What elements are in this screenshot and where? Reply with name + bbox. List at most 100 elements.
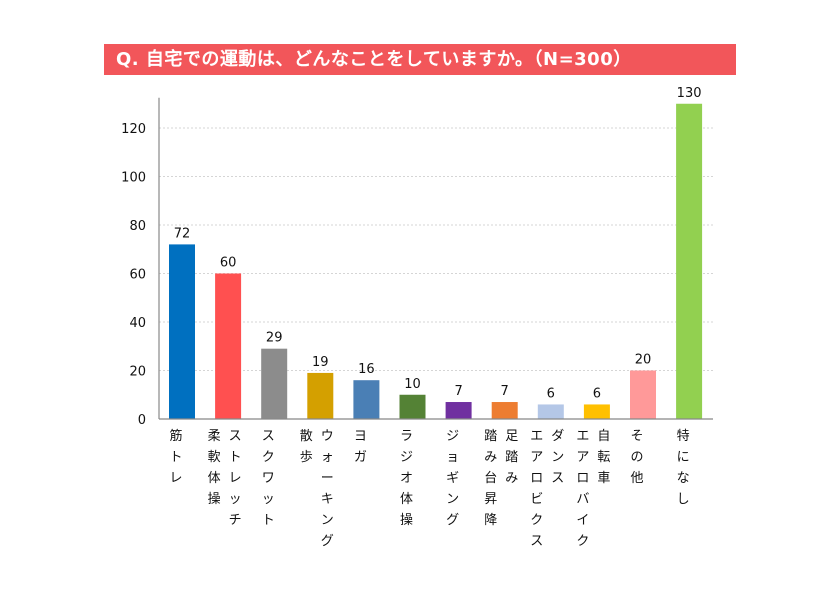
bar	[445, 402, 472, 419]
category-label-char: そ	[630, 429, 643, 444]
bar	[399, 394, 426, 419]
category-label-char: 足	[505, 429, 518, 444]
y-tick-label: 60	[129, 268, 146, 283]
category-label-char: ク	[530, 513, 543, 528]
category-label-char: ト	[229, 450, 242, 465]
category-label-char: グ	[446, 513, 459, 528]
y-tick-label: 20	[129, 365, 146, 380]
category-label-char: グ	[321, 534, 334, 549]
gridlines	[159, 127, 713, 371]
category-label-char: 歩	[300, 450, 313, 465]
category-label-char: エ	[530, 429, 543, 444]
bar	[583, 404, 610, 419]
category-label: 筋トレ	[169, 428, 182, 486]
chart-title: Q. 自宅での運動は、どんなことをしていますか。（N=300）	[104, 44, 736, 75]
category-label-char: 降	[484, 513, 497, 528]
category-labels: 筋トレ柔軟体操ストレッチスクワット散歩ウォーキングヨガラジオ体操ジョギング踏み台…	[169, 428, 689, 549]
data-label: 20	[635, 353, 652, 368]
category-label-char: ギ	[446, 471, 459, 486]
data-label: 29	[266, 331, 283, 346]
category-label-char: ク	[576, 534, 589, 549]
category-label: 自転車	[597, 429, 610, 486]
category-label-char: 自	[597, 429, 610, 444]
category-label-char: 車	[597, 471, 610, 486]
category-label-char: イ	[576, 513, 589, 528]
data-label: 6	[547, 386, 555, 401]
category-label-char: ガ	[354, 450, 367, 465]
data-labels: 72 60 29 19 16 10 7 7 6 6 20 130	[174, 86, 702, 402]
category-label-char: 体	[208, 471, 221, 486]
bar	[491, 402, 518, 419]
category-label-char: ロ	[576, 471, 589, 486]
category-label-char: レ	[229, 471, 242, 486]
category-label-char: 特	[677, 429, 690, 444]
category-label-char: バ	[576, 492, 589, 507]
category-label-char: 筋	[169, 428, 182, 444]
category-label-char: 転	[597, 450, 610, 465]
data-label: 7	[501, 384, 509, 399]
data-label: 130	[677, 86, 702, 101]
category-label-char: 他	[630, 471, 643, 486]
category-label: ヨガ	[354, 429, 367, 465]
category-label-char: ッ	[262, 492, 275, 507]
category-label-char: ト	[169, 450, 182, 465]
category-label-char: ワ	[262, 471, 275, 486]
category-label-char: に	[677, 450, 690, 465]
category-label-char: ヨ	[354, 429, 367, 444]
category-label-char: 踏	[505, 450, 518, 465]
category-label-char: ア	[530, 450, 543, 465]
category-label-char: ス	[262, 429, 275, 444]
category-label-char: み	[505, 471, 518, 486]
y-tick-label: 120	[121, 122, 146, 137]
category-label-char: ッ	[229, 492, 242, 507]
category-label-char: キ	[321, 492, 334, 507]
category-label-char: 昇	[484, 492, 497, 507]
category-label-char: ン	[446, 492, 459, 507]
category-label-char: 踏	[484, 429, 497, 444]
category-label-char: ウ	[321, 429, 334, 444]
category-label-char: ョ	[446, 450, 459, 465]
bar	[353, 380, 380, 419]
y-axis-ticks: 0 20 40 60 80 100 120	[121, 122, 146, 428]
bar	[215, 273, 242, 419]
category-label-char: 軟	[208, 449, 221, 465]
category-label-char: ス	[229, 429, 242, 444]
data-label: 7	[454, 384, 462, 399]
category-label-char: エ	[576, 429, 589, 444]
category-label-char: ロ	[530, 471, 543, 486]
category-label-char: ト	[262, 513, 275, 528]
bar	[261, 348, 288, 419]
category-label-char: チ	[229, 513, 242, 528]
bar	[537, 404, 564, 419]
category-label-char: な	[677, 471, 690, 486]
y-tick-label: 80	[129, 219, 146, 234]
y-tick-label: 0	[138, 413, 146, 428]
category-label-char: オ	[400, 471, 413, 486]
category-label-char: 台	[484, 471, 497, 486]
data-label: 6	[593, 386, 601, 401]
bar	[307, 372, 334, 419]
category-label-char: 操	[400, 512, 413, 528]
category-label-char: 操	[208, 491, 221, 507]
bars	[169, 103, 703, 419]
category-label-char: の	[630, 450, 643, 465]
data-label: 72	[174, 226, 191, 241]
category-label-char: し	[677, 492, 690, 507]
data-label: 16	[358, 362, 375, 377]
bar	[169, 244, 195, 419]
category-label: 足踏み	[505, 429, 518, 486]
category-label-char: レ	[169, 471, 182, 486]
category-label-char: ダ	[551, 429, 564, 444]
category-label-char: ー	[321, 471, 334, 486]
category-label-char: み	[484, 450, 497, 465]
category-label-char: ン	[551, 450, 564, 465]
data-label: 10	[404, 377, 421, 392]
category-label-char: ク	[262, 450, 275, 465]
